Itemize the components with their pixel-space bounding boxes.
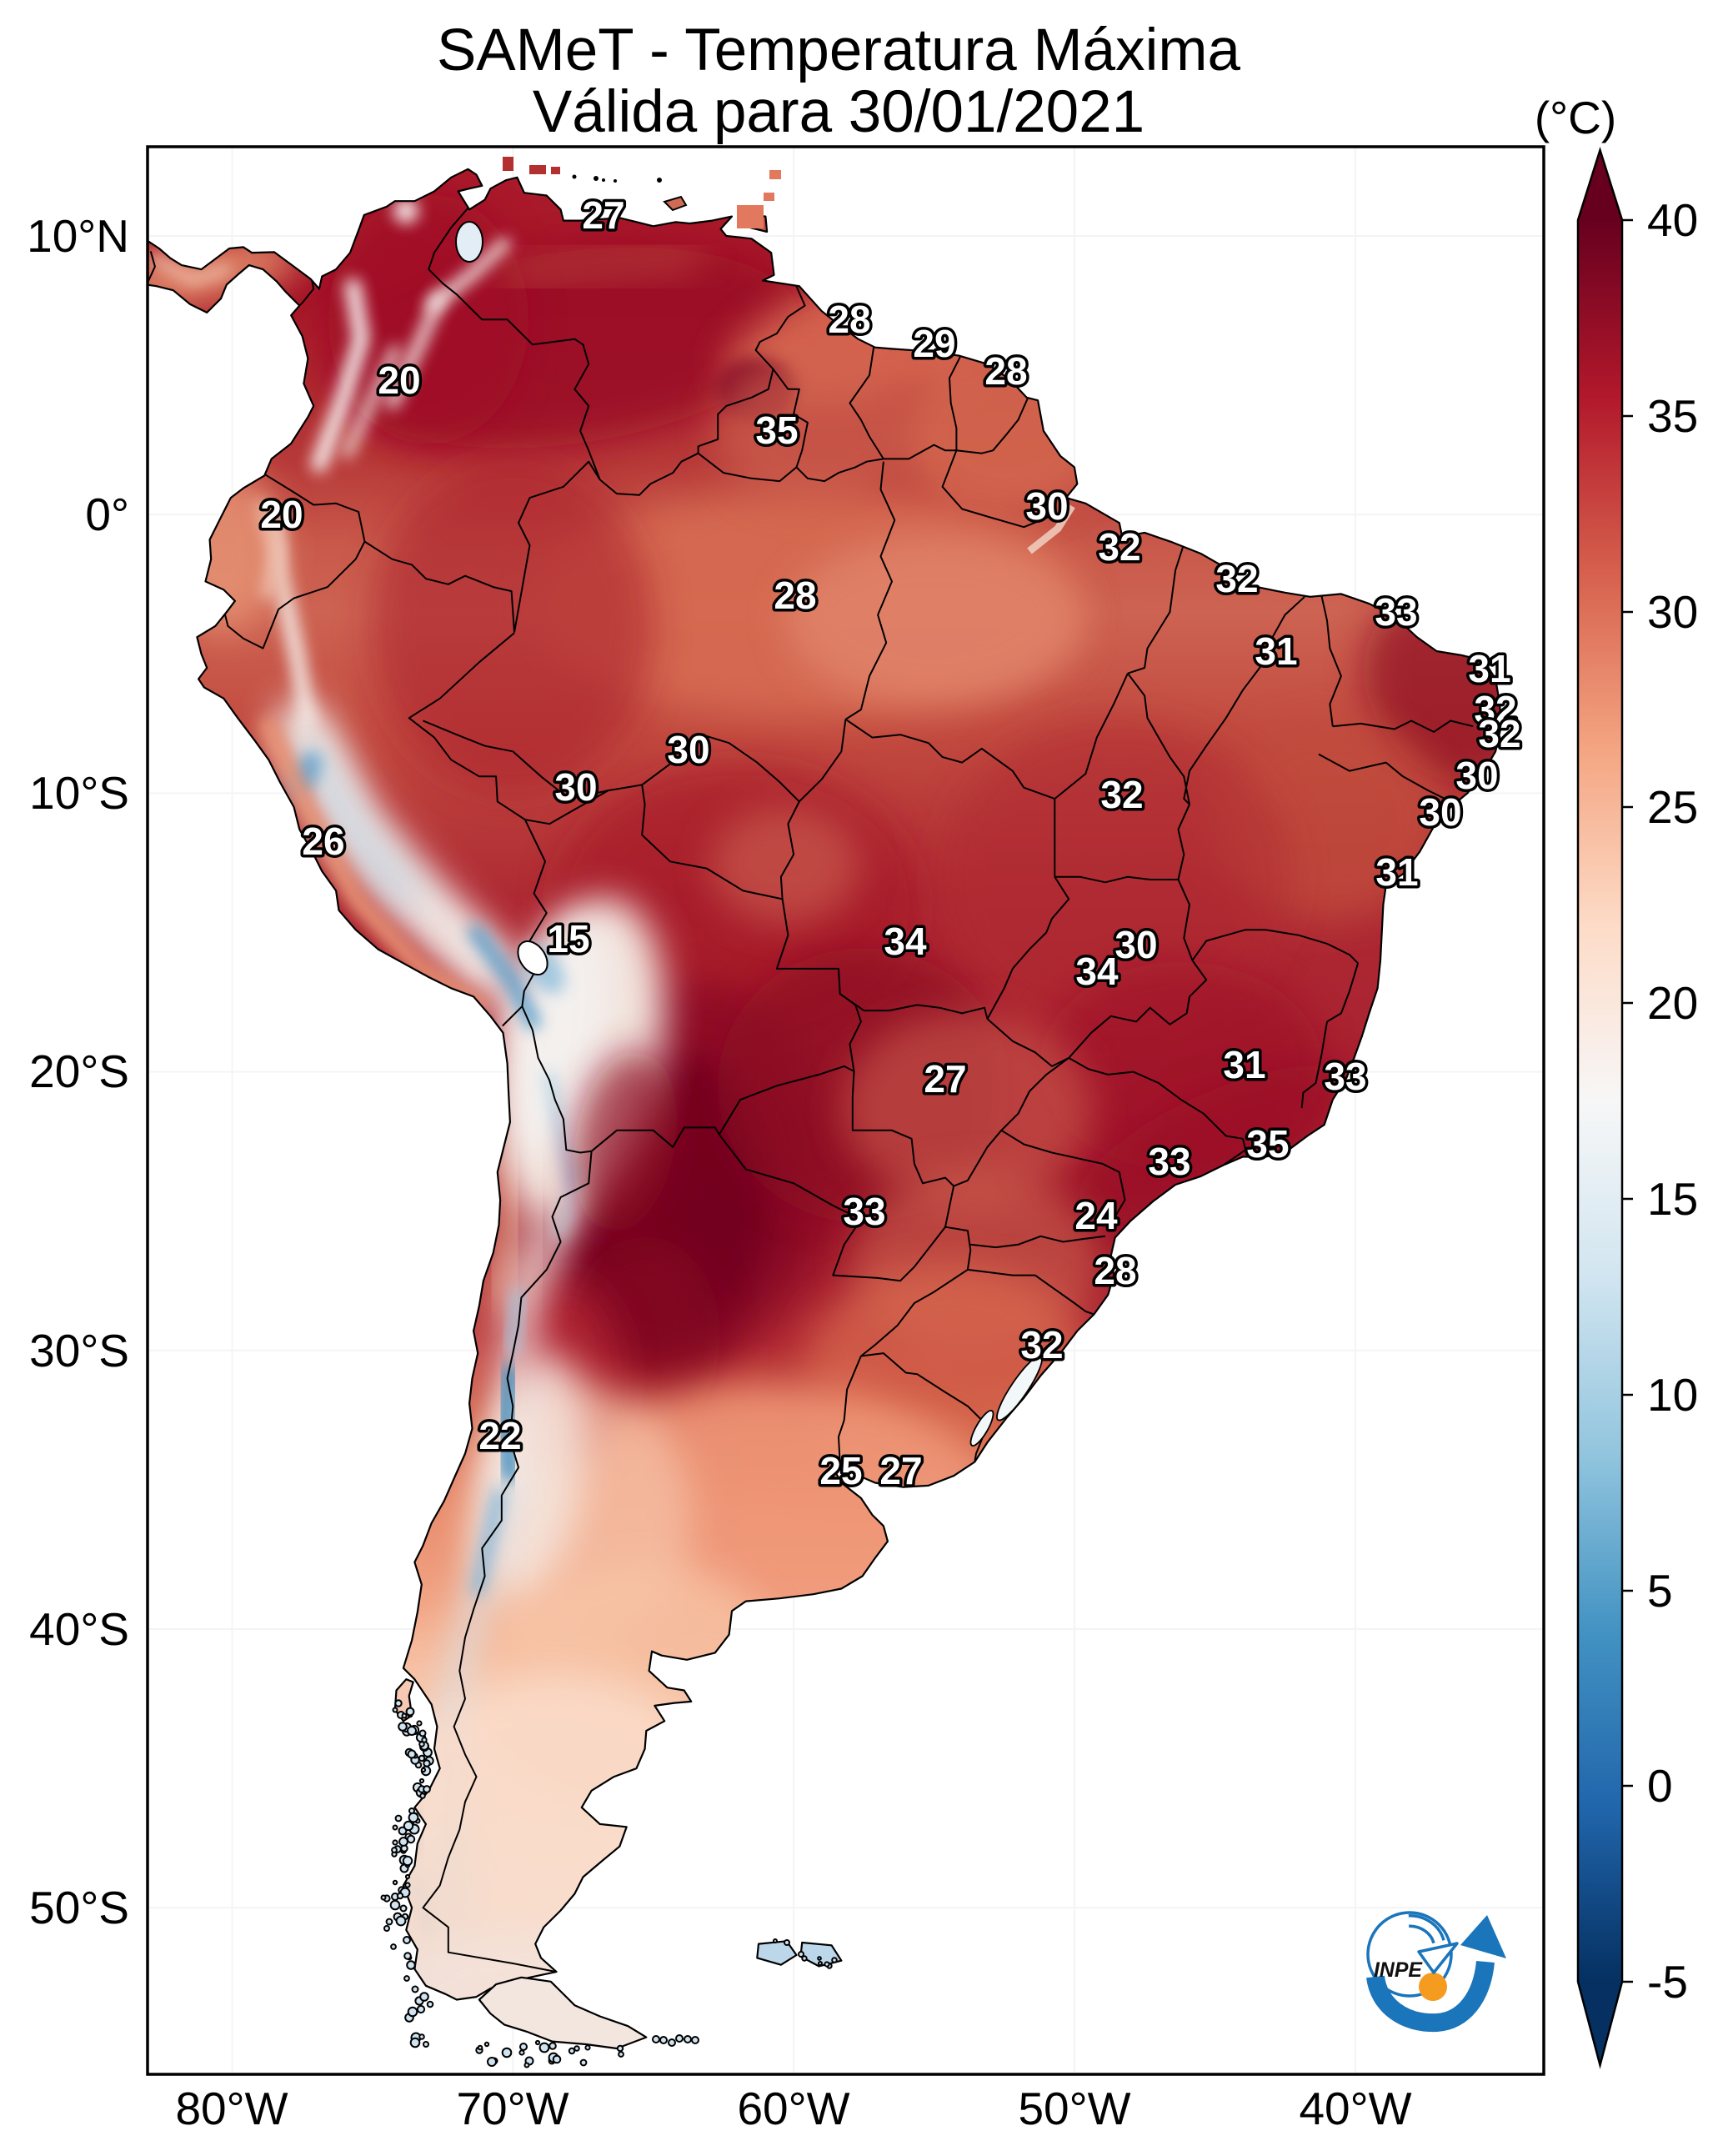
svg-text:30°S: 30°S — [29, 1325, 129, 1376]
svg-text:15: 15 — [547, 917, 589, 960]
svg-text:33: 33 — [1148, 1140, 1190, 1183]
svg-text:20: 20 — [260, 493, 303, 536]
svg-text:31: 31 — [1223, 1043, 1265, 1086]
svg-text:40°S: 40°S — [29, 1603, 129, 1655]
svg-text:27: 27 — [924, 1057, 966, 1101]
svg-text:80°W: 80°W — [175, 2083, 288, 2134]
svg-text:35: 35 — [1246, 1122, 1289, 1166]
svg-text:20: 20 — [378, 358, 420, 402]
svg-text:30: 30 — [1455, 754, 1498, 797]
svg-text:26: 26 — [302, 820, 344, 863]
svg-text:35: 35 — [755, 409, 798, 452]
svg-text:33: 33 — [843, 1190, 885, 1233]
svg-text:70°W: 70°W — [456, 2083, 568, 2134]
svg-text:INPE: INPE — [1374, 1958, 1423, 1982]
svg-text:34: 34 — [884, 920, 927, 963]
svg-text:60°W: 60°W — [737, 2083, 849, 2134]
svg-text:34: 34 — [1075, 950, 1119, 993]
svg-text:30: 30 — [1114, 923, 1157, 966]
svg-text:27: 27 — [582, 193, 624, 237]
svg-text:(°C): (°C) — [1535, 92, 1616, 143]
svg-text:25: 25 — [1647, 781, 1698, 833]
svg-text:32: 32 — [1215, 557, 1258, 600]
svg-text:33: 33 — [1375, 590, 1417, 634]
svg-text:20: 20 — [1647, 977, 1698, 1029]
svg-text:50°W: 50°W — [1018, 2083, 1130, 2134]
svg-text:40°W: 40°W — [1299, 2083, 1411, 2134]
svg-text:28: 28 — [774, 574, 816, 617]
svg-text:5: 5 — [1647, 1565, 1673, 1617]
svg-text:30: 30 — [1025, 484, 1068, 528]
svg-text:28: 28 — [1094, 1249, 1136, 1292]
svg-text:25: 25 — [819, 1449, 862, 1492]
svg-text:10°S: 10°S — [29, 767, 129, 819]
svg-text:Válida para 30/01/2021: Válida para 30/01/2021 — [533, 79, 1144, 145]
svg-text:50°S: 50°S — [29, 1882, 129, 1933]
svg-text:0°: 0° — [85, 489, 129, 540]
svg-text:31: 31 — [1468, 647, 1510, 690]
svg-text:32: 32 — [1020, 1323, 1063, 1366]
svg-text:35: 35 — [1647, 390, 1698, 442]
svg-text:31: 31 — [1375, 850, 1418, 894]
svg-text:32: 32 — [1100, 773, 1143, 816]
svg-text:30: 30 — [554, 765, 597, 809]
svg-text:30: 30 — [1647, 586, 1698, 638]
svg-text:24: 24 — [1074, 1194, 1118, 1237]
svg-text:-5: -5 — [1647, 1956, 1688, 2008]
svg-text:31: 31 — [1255, 629, 1297, 673]
svg-text:32: 32 — [1474, 688, 1516, 731]
svg-text:27: 27 — [879, 1449, 922, 1492]
svg-text:28: 28 — [828, 298, 870, 341]
svg-text:10°N: 10°N — [27, 210, 129, 262]
svg-text:15: 15 — [1647, 1173, 1698, 1225]
svg-text:SAMeT - Temperatura Máxima: SAMeT - Temperatura Máxima — [437, 18, 1241, 83]
svg-text:33: 33 — [1324, 1055, 1366, 1098]
svg-text:30: 30 — [667, 728, 709, 771]
svg-text:20°S: 20°S — [29, 1045, 129, 1097]
svg-text:32: 32 — [1098, 525, 1140, 569]
svg-text:22: 22 — [478, 1414, 521, 1457]
svg-text:29: 29 — [913, 322, 955, 365]
svg-text:0: 0 — [1647, 1760, 1673, 1812]
svg-text:40: 40 — [1647, 194, 1698, 246]
svg-text:10: 10 — [1647, 1369, 1698, 1421]
svg-text:28: 28 — [984, 349, 1027, 393]
svg-text:32: 32 — [1478, 712, 1520, 755]
svg-text:30: 30 — [1419, 790, 1461, 834]
